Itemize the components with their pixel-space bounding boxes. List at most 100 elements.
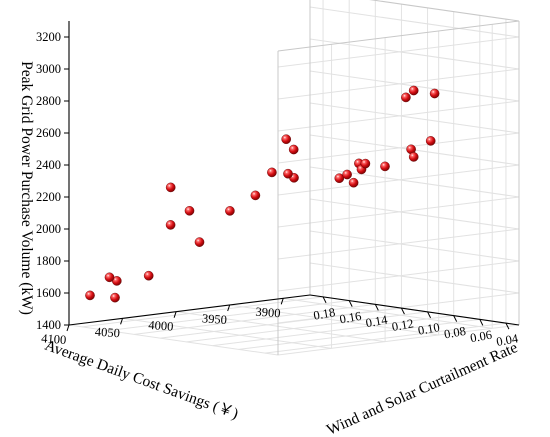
data-point (165, 182, 176, 193)
floor-gridline-x (176, 311, 386, 343)
data-point (380, 161, 390, 172)
data-point (225, 206, 235, 216)
x-tick-label: 4100 (41, 331, 67, 347)
y-tick-mark (505, 322, 510, 330)
z-tick-label: 2000 (36, 222, 61, 236)
side-wall-gridline-z (277, 36, 520, 68)
y-axis-line (309, 294, 520, 326)
z-tick-label: 2600 (36, 126, 61, 140)
side-wall-gridline-z (277, 260, 520, 292)
y-tick-mark (348, 300, 353, 307)
floor-gridline-y (264, 322, 506, 354)
side-wall-gridline-z (277, 68, 520, 100)
data-point (401, 92, 411, 103)
z-tick-label: 1600 (36, 286, 61, 300)
data-point (194, 237, 205, 247)
side-wall-gridline-z (277, 100, 520, 132)
z-tick-label: 2200 (36, 190, 61, 204)
floor-gridline-x (229, 304, 439, 336)
data-point (250, 190, 261, 201)
back-wall-gridline-z (309, 198, 520, 230)
side-wall-gridline-z (277, 324, 520, 356)
floor-gridline-x (122, 317, 332, 349)
x-tick-mark (173, 311, 177, 318)
side-wall-gridline-z (277, 132, 520, 164)
z-tick-label: 1800 (36, 254, 61, 268)
data-point (425, 136, 436, 146)
back-wall-gridline-z (309, 6, 520, 38)
x-tick-mark (227, 304, 231, 312)
x-tick-label: 3950 (202, 311, 228, 327)
x-tick-mark (280, 298, 284, 305)
back-wall-gridline-z (309, 230, 520, 262)
z-tick-label: 2800 (36, 94, 61, 108)
back-wall-gridline-z (309, 38, 520, 70)
z-tick-label: 3200 (36, 30, 61, 44)
x-tick-label: 4000 (148, 318, 174, 334)
tick-layer: 1400 1600 1800 2000 2200 2400 2600 2800 3000 3200… (36, 30, 520, 349)
data-point (184, 205, 195, 216)
y-tick-label: 0.18 (312, 305, 336, 323)
y-tick-mark (427, 311, 432, 319)
side-wall-gridline-z (277, 164, 520, 196)
x-axis-line (68, 294, 311, 326)
y-tick-label: 0.08 (443, 324, 467, 342)
point-layer (85, 85, 440, 303)
y-tick-mark (479, 319, 484, 326)
floor-gridline-y (160, 307, 402, 339)
data-point (85, 290, 95, 301)
floor-gridline-y (212, 315, 454, 347)
floor-gridline-y (82, 296, 324, 328)
z-axis-title: Peak Grid Power Purchase Volume (kW) (18, 61, 35, 315)
z-tick-label: 1400 (36, 318, 61, 332)
frame-layer (277, 0, 520, 355)
floor-gridline-y (134, 303, 376, 335)
frame-edge-top-side (277, 20, 520, 52)
back-wall-gridline-z (309, 102, 520, 134)
x-tick-mark (66, 324, 70, 332)
floor-gridline-x (68, 324, 279, 356)
y-tick-label: 0.04 (495, 331, 520, 349)
side-wall-gridline-z (277, 196, 520, 228)
frame-edge-top-back (369, 0, 520, 22)
side-wall-gridline-z (277, 228, 520, 260)
y-tick-label: 0.14 (365, 313, 390, 331)
y-tick-label: 0.06 (469, 328, 493, 346)
data-point (110, 292, 120, 303)
x-tick-label: 4050 (94, 325, 120, 341)
data-point (429, 88, 440, 99)
axis-layer (68, 21, 520, 326)
back-wall-gridline-z (309, 262, 520, 294)
data-point (143, 270, 154, 281)
data-point (408, 85, 419, 96)
data-point (348, 177, 359, 188)
y-tick-label: 0.12 (391, 316, 415, 334)
floor-gridline-y (238, 318, 480, 350)
data-point (165, 220, 176, 230)
z-tick-label: 3000 (36, 62, 61, 76)
data-point (334, 173, 345, 183)
data-point (267, 167, 277, 178)
y-tick-mark (453, 315, 458, 322)
data-point (408, 152, 419, 162)
x-axis-title: Average Daily Cost Savings (￥) (42, 337, 240, 423)
y-axis-title: Wind and Solar Curtailment Rate (324, 339, 520, 437)
floor-gridline-y (108, 300, 350, 332)
data-point (360, 158, 371, 169)
data-point (288, 144, 299, 155)
y-tick-mark (374, 304, 379, 311)
y-tick-mark (322, 296, 327, 304)
data-point (281, 134, 292, 144)
data-point (342, 169, 352, 180)
y-tick-label: 0.16 (339, 309, 363, 327)
y-tick-mark (400, 307, 405, 315)
floor-gridline-x (283, 297, 493, 329)
z-tick-label: 2400 (36, 158, 61, 172)
data-point (283, 168, 293, 179)
x-tick-mark (120, 318, 124, 325)
data-point (104, 272, 115, 283)
floor-gridline-y (186, 311, 428, 343)
y-tick-label: 0.10 (417, 320, 441, 338)
x-tick-label: 3900 (255, 305, 281, 321)
